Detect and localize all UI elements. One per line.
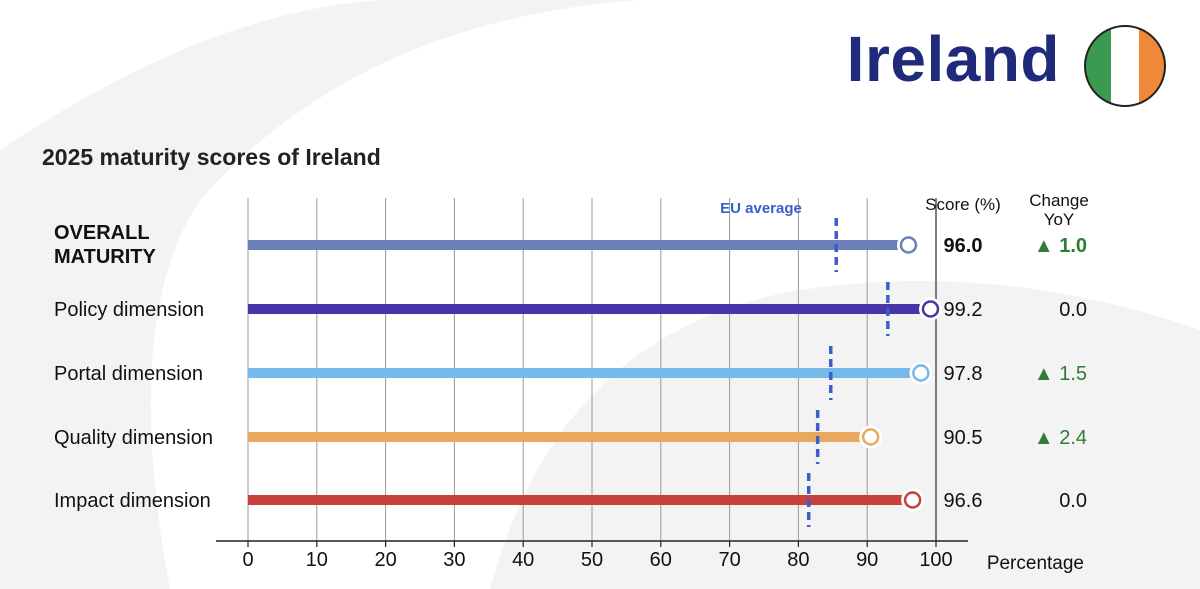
row-label-3: Quality dimension: [54, 427, 213, 449]
value-marker-0: [899, 236, 918, 254]
score-2: 97.8: [944, 363, 983, 385]
tick-label-100: 100: [919, 549, 952, 571]
tick-label-10: 10: [306, 549, 328, 571]
change-3: ▲ 2.4: [1034, 427, 1087, 449]
row-label-0-line1: OVERALL: [54, 222, 150, 244]
bar-2: [248, 368, 921, 378]
change-1: 0.0: [1059, 299, 1087, 321]
bar-4: [248, 495, 913, 505]
row-label-2: Portal dimension: [54, 363, 203, 385]
bar-0: [248, 240, 909, 250]
score-1: 99.2: [944, 299, 983, 321]
change-header-line1: Change: [1029, 191, 1089, 210]
score-3: 90.5: [944, 427, 983, 449]
tick-label-0: 0: [242, 549, 253, 571]
value-marker-4: [903, 491, 922, 509]
score-4: 96.6: [944, 490, 983, 512]
row-label-1: Policy dimension: [54, 299, 204, 321]
row-label-4: Impact dimension: [54, 490, 211, 512]
ireland-flag-icon: [1084, 25, 1166, 107]
bar-3: [248, 432, 871, 442]
tick-label-70: 70: [718, 549, 740, 571]
country-title: Ireland: [846, 23, 1060, 95]
x-axis-label: Percentage: [987, 553, 1084, 574]
eu-average-label: EU average: [720, 200, 802, 217]
tick-label-30: 30: [443, 549, 465, 571]
score-header: Score (%): [925, 195, 1001, 214]
chart-title: 2025 maturity scores of Ireland: [42, 144, 381, 170]
value-marker-2: [912, 364, 930, 382]
value-marker-3: [861, 428, 880, 446]
change-header-line2: YoY: [1044, 210, 1075, 229]
change-0: ▲ 1.0: [1034, 235, 1087, 257]
change-4: 0.0: [1059, 490, 1087, 512]
change-2: ▲ 1.5: [1034, 363, 1087, 385]
bar-1: [248, 304, 931, 314]
tick-label-20: 20: [374, 549, 396, 571]
tick-label-90: 90: [856, 549, 878, 571]
tick-label-60: 60: [650, 549, 672, 571]
tick-label-80: 80: [787, 549, 809, 571]
row-label-0-line2: MATURITY: [54, 246, 156, 268]
score-0: 96.0: [944, 235, 983, 257]
tick-label-40: 40: [512, 549, 534, 571]
tick-label-50: 50: [581, 549, 603, 571]
value-marker-1: [921, 300, 940, 318]
